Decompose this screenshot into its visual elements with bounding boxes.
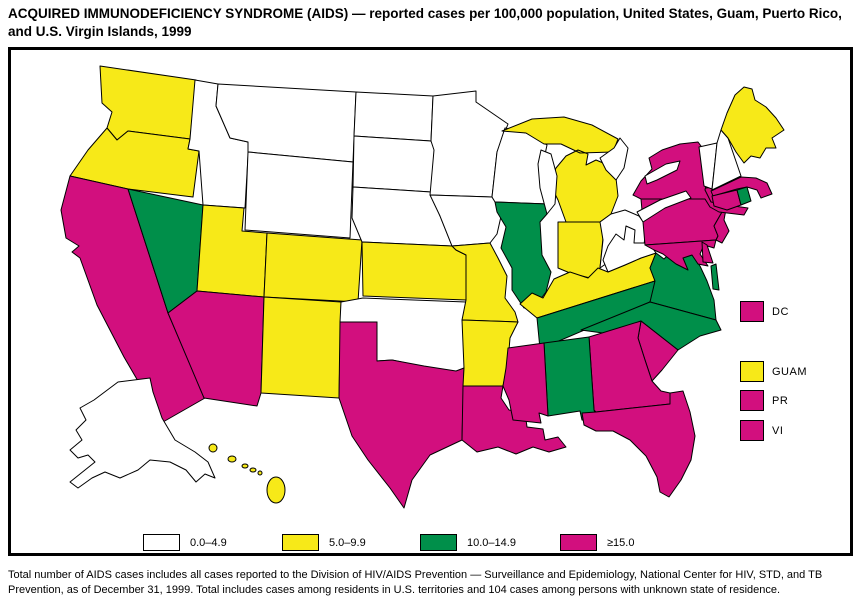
vi-label: VI: [772, 424, 784, 437]
state-virginia-eastern-shore: [710, 263, 720, 291]
state-hawaii-island-2: [227, 455, 237, 463]
states-layer: [60, 65, 785, 509]
state-maryland: [644, 239, 717, 271]
legend-class-4: ≥15.0: [560, 534, 634, 551]
state-texas: [338, 321, 465, 509]
state-colorado: [263, 232, 363, 303]
state-missouri: [451, 242, 519, 323]
state-rhode-island: [736, 186, 752, 206]
dc-label: DC: [772, 305, 789, 318]
state-kansas: [361, 241, 467, 301]
state-hawaii-island-5: [257, 470, 263, 476]
state-maine: [720, 86, 785, 164]
figure-footnote: Total number of AIDS cases includes all …: [8, 569, 823, 596]
state-georgia: [588, 320, 671, 413]
class-2-swatch: [282, 534, 319, 551]
lake-ontario: [644, 160, 681, 185]
legend-class-1: 0.0–4.9: [143, 534, 227, 551]
legend-item-guam: GUAM: [740, 361, 807, 382]
state-connecticut: [711, 189, 742, 211]
pr-swatch: [740, 390, 764, 411]
lake-huron: [599, 137, 629, 181]
legend-item-pr: PR: [740, 390, 788, 411]
guam-swatch: [740, 361, 764, 382]
state-mississippi: [502, 342, 549, 424]
state-washington: [99, 65, 197, 141]
state-new-mexico: [260, 296, 342, 399]
lake-erie: [636, 190, 692, 223]
state-alaska: [69, 377, 216, 489]
legend-class-3: 10.0–14.9: [420, 534, 516, 551]
state-wyoming: [244, 151, 354, 239]
state-massachusetts: [710, 176, 773, 199]
guam-label: GUAM: [772, 365, 807, 378]
state-hawaii-island-4: [249, 467, 257, 473]
vi-swatch: [740, 420, 764, 441]
legend-class-2: 5.0–9.9: [282, 534, 366, 551]
state-north-dakota: [353, 91, 434, 142]
lakes-layer: [537, 137, 692, 223]
state-hawaii-island-6: [266, 476, 286, 504]
figure-title: ACQUIRED IMMUNODEFICIENCY SYNDROME (AIDS…: [8, 6, 842, 40]
state-delaware: [701, 241, 714, 264]
state-alabama: [543, 336, 599, 423]
state-south-dakota: [352, 135, 436, 193]
state-hawaii-island-1: [208, 443, 218, 453]
class-1-label: 0.0–4.9: [190, 536, 227, 549]
class-4-swatch: [560, 534, 597, 551]
class-2-label: 5.0–9.9: [329, 536, 366, 549]
legend-item-dc: DC: [740, 301, 789, 322]
class-1-swatch: [143, 534, 180, 551]
class-3-swatch: [420, 534, 457, 551]
state-hawaii-island-3: [241, 463, 249, 469]
lake-michigan: [537, 149, 558, 215]
legend-item-vi: VI: [740, 420, 783, 441]
class-3-label: 10.0–14.9: [467, 536, 516, 549]
pr-label: PR: [772, 394, 789, 407]
state-new-hampshire: [711, 129, 742, 191]
state-florida: [581, 390, 696, 498]
class-4-label: ≥15.0: [607, 536, 635, 549]
dc-swatch: [740, 301, 764, 322]
